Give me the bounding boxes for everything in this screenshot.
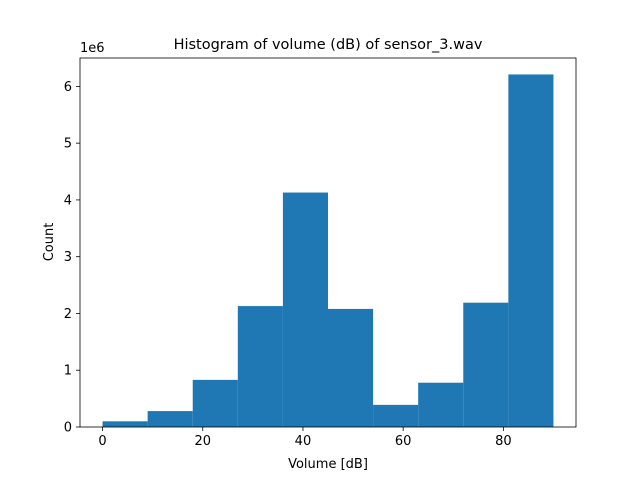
histogram-bar <box>192 379 238 427</box>
y-tick-label: 3 <box>64 250 72 265</box>
y-tick-label: 4 <box>64 193 72 208</box>
x-tick-label: 60 <box>395 434 412 449</box>
y-tick-label: 1 <box>64 364 72 379</box>
axes-frame <box>79 57 577 428</box>
chart-title: Histogram of volume (dB) of sensor_3.wav <box>174 37 483 53</box>
y-tick-label: 5 <box>64 137 72 152</box>
histogram-bar <box>508 74 554 428</box>
x-tick-label: 40 <box>295 434 312 449</box>
histogram-bar <box>328 308 374 427</box>
histogram-bar <box>282 192 328 427</box>
x-axis-ticks: 0 20 40 60 80 <box>98 427 512 449</box>
histogram-bar <box>463 302 509 427</box>
histogram-bar <box>373 404 419 427</box>
histogram-bar <box>418 382 464 427</box>
y-axis-label: Count <box>42 223 57 262</box>
x-tick-label: 20 <box>194 434 211 449</box>
bars-group <box>102 74 554 428</box>
histogram-bar <box>102 421 148 427</box>
histogram-bar <box>237 306 283 427</box>
x-axis-label: Volume [dB] <box>288 457 368 472</box>
y-axis-offset-label: 1e6 <box>80 41 105 56</box>
y-tick-label: 2 <box>64 307 72 322</box>
histogram-bar <box>147 411 193 427</box>
y-tick-label: 0 <box>64 421 72 436</box>
x-tick-label: 80 <box>495 434 512 449</box>
y-axis-ticks: 0 1 2 3 4 5 6 <box>64 80 80 436</box>
y-tick-label: 6 <box>64 80 72 95</box>
x-tick-label: 0 <box>98 434 106 449</box>
